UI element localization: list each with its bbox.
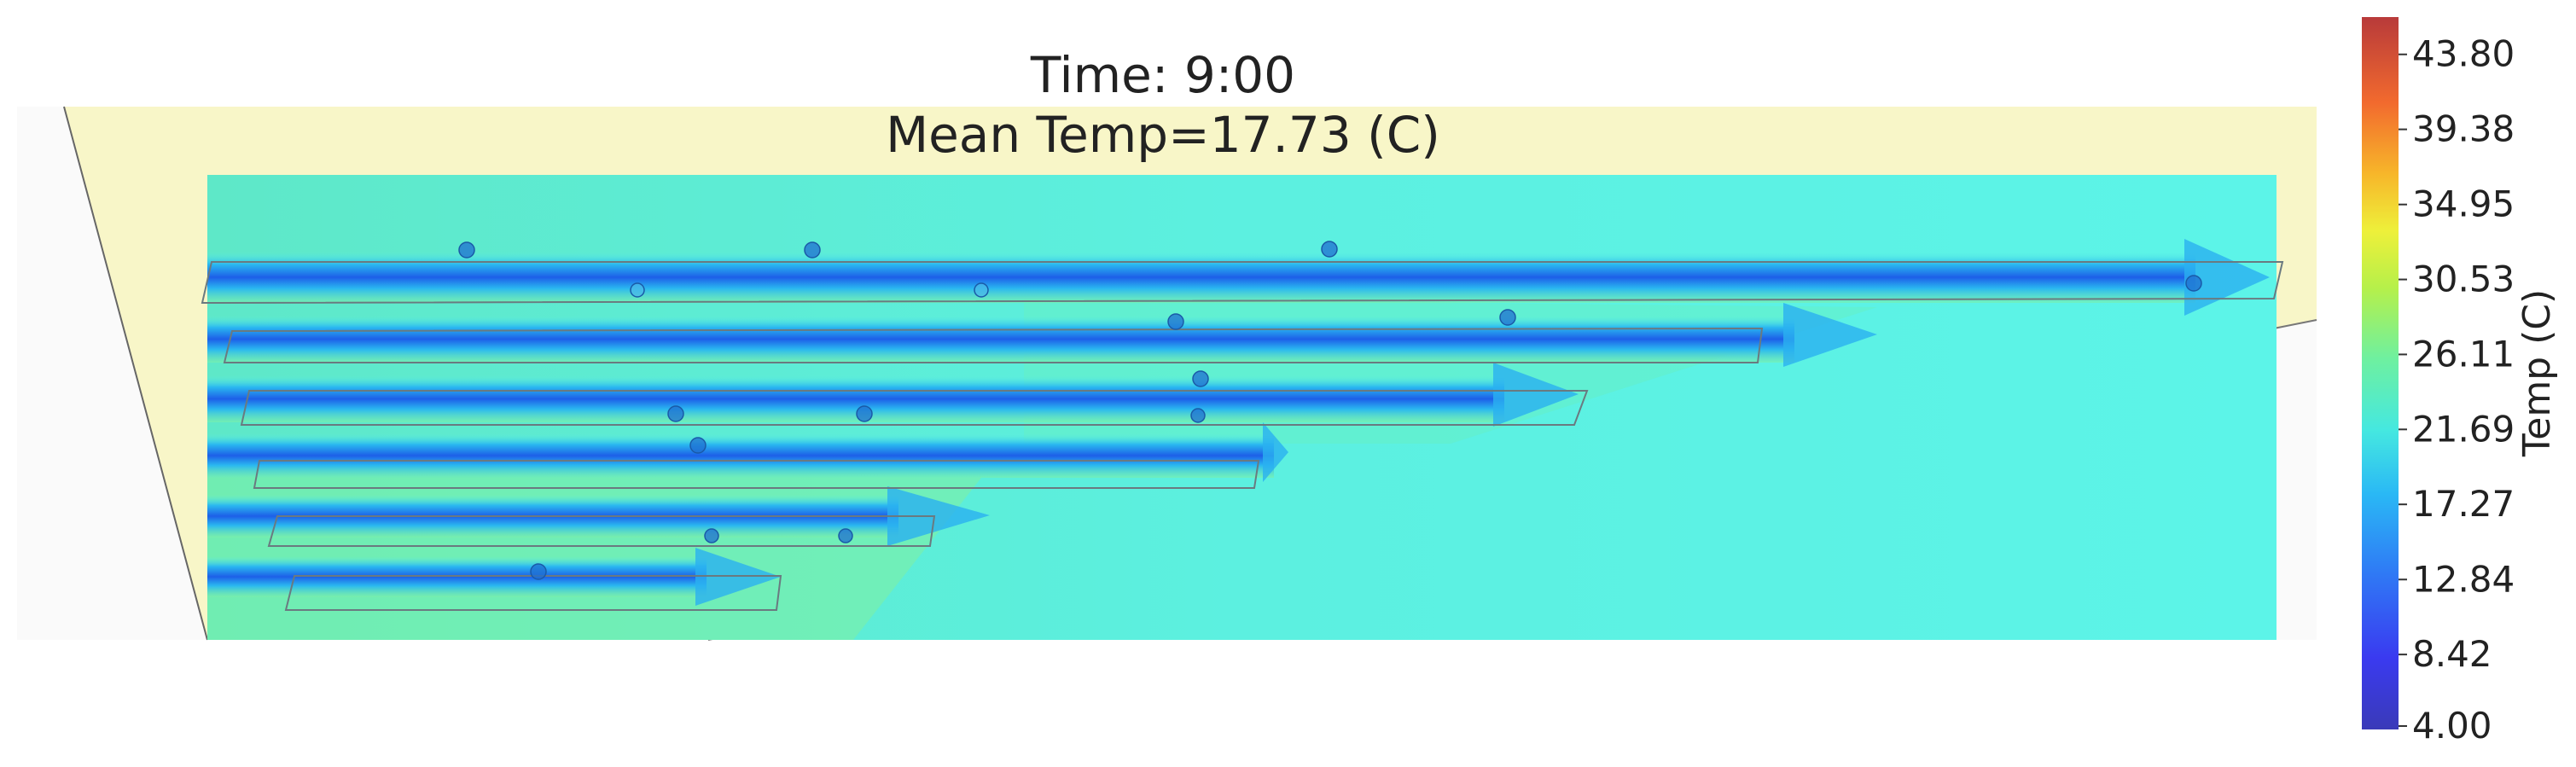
colorbar-tick-label: 4.00 bbox=[2412, 705, 2492, 747]
sensor-marker bbox=[1499, 309, 1516, 326]
streak-1 bbox=[207, 252, 2195, 303]
outer-background-right bbox=[2270, 316, 2317, 640]
sensor-marker bbox=[458, 241, 475, 259]
sensor-marker bbox=[1321, 241, 1338, 258]
room-outlines bbox=[201, 261, 2284, 611]
colorbar-tick-label: 30.53 bbox=[2412, 259, 2515, 300]
colorbar-tick-label: 34.95 bbox=[2412, 183, 2515, 225]
colorbar-tick-label: 17.27 bbox=[2412, 483, 2515, 525]
room-5 bbox=[267, 515, 936, 547]
room-2 bbox=[223, 327, 1764, 363]
sensor-marker bbox=[974, 282, 989, 298]
streak-4 bbox=[207, 433, 1274, 478]
cold-streaks bbox=[207, 239, 2270, 606]
colorbar-label: Temp (C) bbox=[2515, 289, 2559, 457]
colorbar-tick-label: 21.69 bbox=[2412, 408, 2515, 450]
sensor-marker bbox=[667, 405, 684, 422]
sensor-marker bbox=[704, 528, 719, 543]
sensor-marker bbox=[1190, 408, 1206, 423]
colorbar-tick-label: 8.42 bbox=[2412, 633, 2492, 675]
streak-4-tip bbox=[1263, 422, 1288, 482]
sensor-marker bbox=[838, 528, 853, 543]
colorbar-ticks: 43.80 39.38 34.95 30.53 26.11 21.69 17.27 12.84… bbox=[2399, 33, 2515, 747]
sensor-marker bbox=[856, 405, 873, 422]
room-1 bbox=[201, 261, 2284, 305]
colorbar-tick-label: 26.11 bbox=[2412, 333, 2515, 375]
colorbar-tick-label: 12.84 bbox=[2412, 558, 2515, 600]
time-title: Time: 9:00 bbox=[1030, 46, 1295, 104]
streak-3 bbox=[207, 375, 1504, 422]
room-6 bbox=[284, 575, 782, 611]
sensor-marker bbox=[1167, 313, 1184, 330]
colorbar-tick-label: 39.38 bbox=[2412, 108, 2515, 150]
sensor-marker bbox=[2185, 275, 2202, 292]
sensor-markers bbox=[458, 241, 2202, 580]
sensor-marker bbox=[689, 437, 707, 454]
streak-5-tip bbox=[887, 486, 990, 546]
streak-3-tip bbox=[1493, 363, 1579, 427]
sensor-marker bbox=[804, 241, 821, 259]
building-edge-left bbox=[63, 106, 208, 641]
room-4 bbox=[253, 460, 1260, 489]
streak-2-tip bbox=[1783, 303, 1877, 367]
sensor-marker bbox=[630, 282, 645, 298]
sensor-marker bbox=[530, 563, 547, 580]
mean-temp-title: Mean Temp=17.73 (C) bbox=[886, 106, 1440, 164]
room-3 bbox=[240, 390, 1589, 426]
sensor-marker bbox=[1192, 370, 1209, 387]
streak-1-tip bbox=[2184, 239, 2270, 316]
colorbar-tick-label: 43.80 bbox=[2412, 33, 2515, 75]
streak-2 bbox=[207, 316, 1794, 363]
colorbar bbox=[2362, 17, 2399, 729]
